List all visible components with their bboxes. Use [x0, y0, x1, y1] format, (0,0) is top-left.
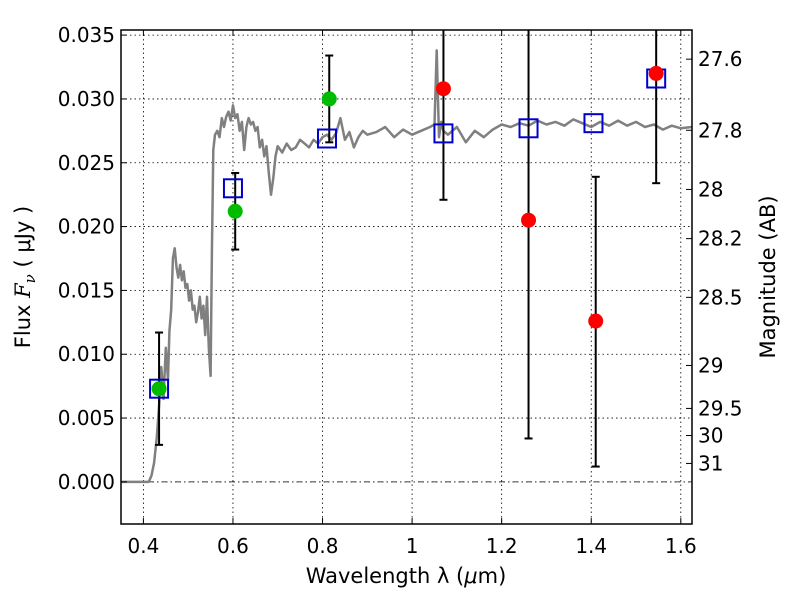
model-photometry-square	[583, 113, 604, 134]
nir-measurement-point	[435, 81, 451, 97]
y-tick-label: 0.030	[58, 87, 115, 111]
magnitude-tick-label: 28.5	[698, 285, 743, 309]
x-tick-label: 1	[406, 534, 419, 558]
x-axis-label: Wavelength λ (μm)	[306, 564, 507, 588]
y-tick-label: 0.005	[58, 406, 115, 430]
axis-ticks: 0.4 0.6 0.8 1 1.2 1.4 1.6 0.000 0.005 0.010 0.015 0…	[58, 23, 743, 558]
model-spectrum-line	[121, 49, 692, 484]
x-tick-label: 0.6	[217, 534, 249, 558]
plot-background	[121, 30, 692, 524]
magnitude-tick-label: 28.2	[698, 227, 743, 251]
detection-point	[151, 381, 167, 397]
detection-point	[321, 91, 337, 107]
x-tick-label: 1.6	[665, 534, 697, 558]
y-tick-label: 0.015	[58, 278, 115, 302]
plot-frame	[120, 29, 693, 525]
magnitude-tick-label: 31	[698, 451, 723, 475]
magnitude-tick-label: 28	[698, 177, 723, 201]
model-photometry-square	[149, 378, 170, 399]
model-photometry-square	[433, 123, 454, 144]
right-axis-label: Magnitude (AB)	[756, 195, 780, 358]
y-axis-label: Flux Fν ( μJy )	[11, 206, 39, 348]
data-layer	[121, 30, 692, 484]
magnitude-tick-label: 27.8	[698, 118, 743, 142]
nir-measurement-point	[588, 313, 604, 329]
y-tick-label: 0.000	[58, 470, 115, 494]
x-tick-label: 1.4	[575, 534, 607, 558]
y-tick-label: 0.010	[58, 342, 115, 366]
model-photometry-square	[518, 118, 539, 139]
x-tick-label: 1.2	[486, 534, 518, 558]
x-tick-label: 0.8	[307, 534, 339, 558]
model-photometry-square	[222, 178, 243, 199]
y-tick-label: 0.020	[58, 215, 115, 239]
nir-measurement-point	[521, 212, 537, 228]
magnitude-tick-label: 30	[698, 424, 723, 448]
nir-measurement-point	[648, 65, 664, 81]
x-tick-label: 0.4	[127, 534, 159, 558]
detection-point	[227, 203, 243, 219]
magnitude-tick-label: 27.6	[698, 47, 743, 71]
magnitude-tick-label: 29	[698, 353, 723, 377]
model-photometry-square	[317, 128, 338, 149]
y-tick-label: 0.025	[58, 151, 115, 175]
magnitude-tick-label: 29.5	[698, 396, 743, 420]
y-tick-label: 0.035	[58, 23, 115, 47]
